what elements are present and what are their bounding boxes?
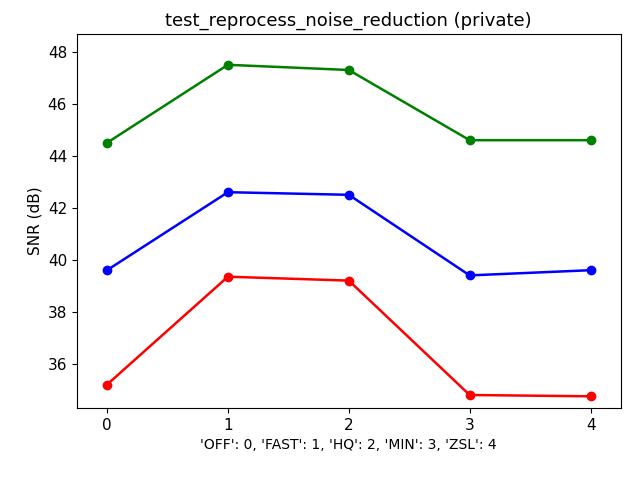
Y-axis label: SNR (dB): SNR (dB) <box>27 187 42 255</box>
X-axis label: 'OFF': 0, 'FAST': 1, 'HQ': 2, 'MIN': 3, 'ZSL': 4: 'OFF': 0, 'FAST': 1, 'HQ': 2, 'MIN': 3, … <box>200 438 497 452</box>
Title: test_reprocess_noise_reduction (private): test_reprocess_noise_reduction (private) <box>166 11 532 30</box>
